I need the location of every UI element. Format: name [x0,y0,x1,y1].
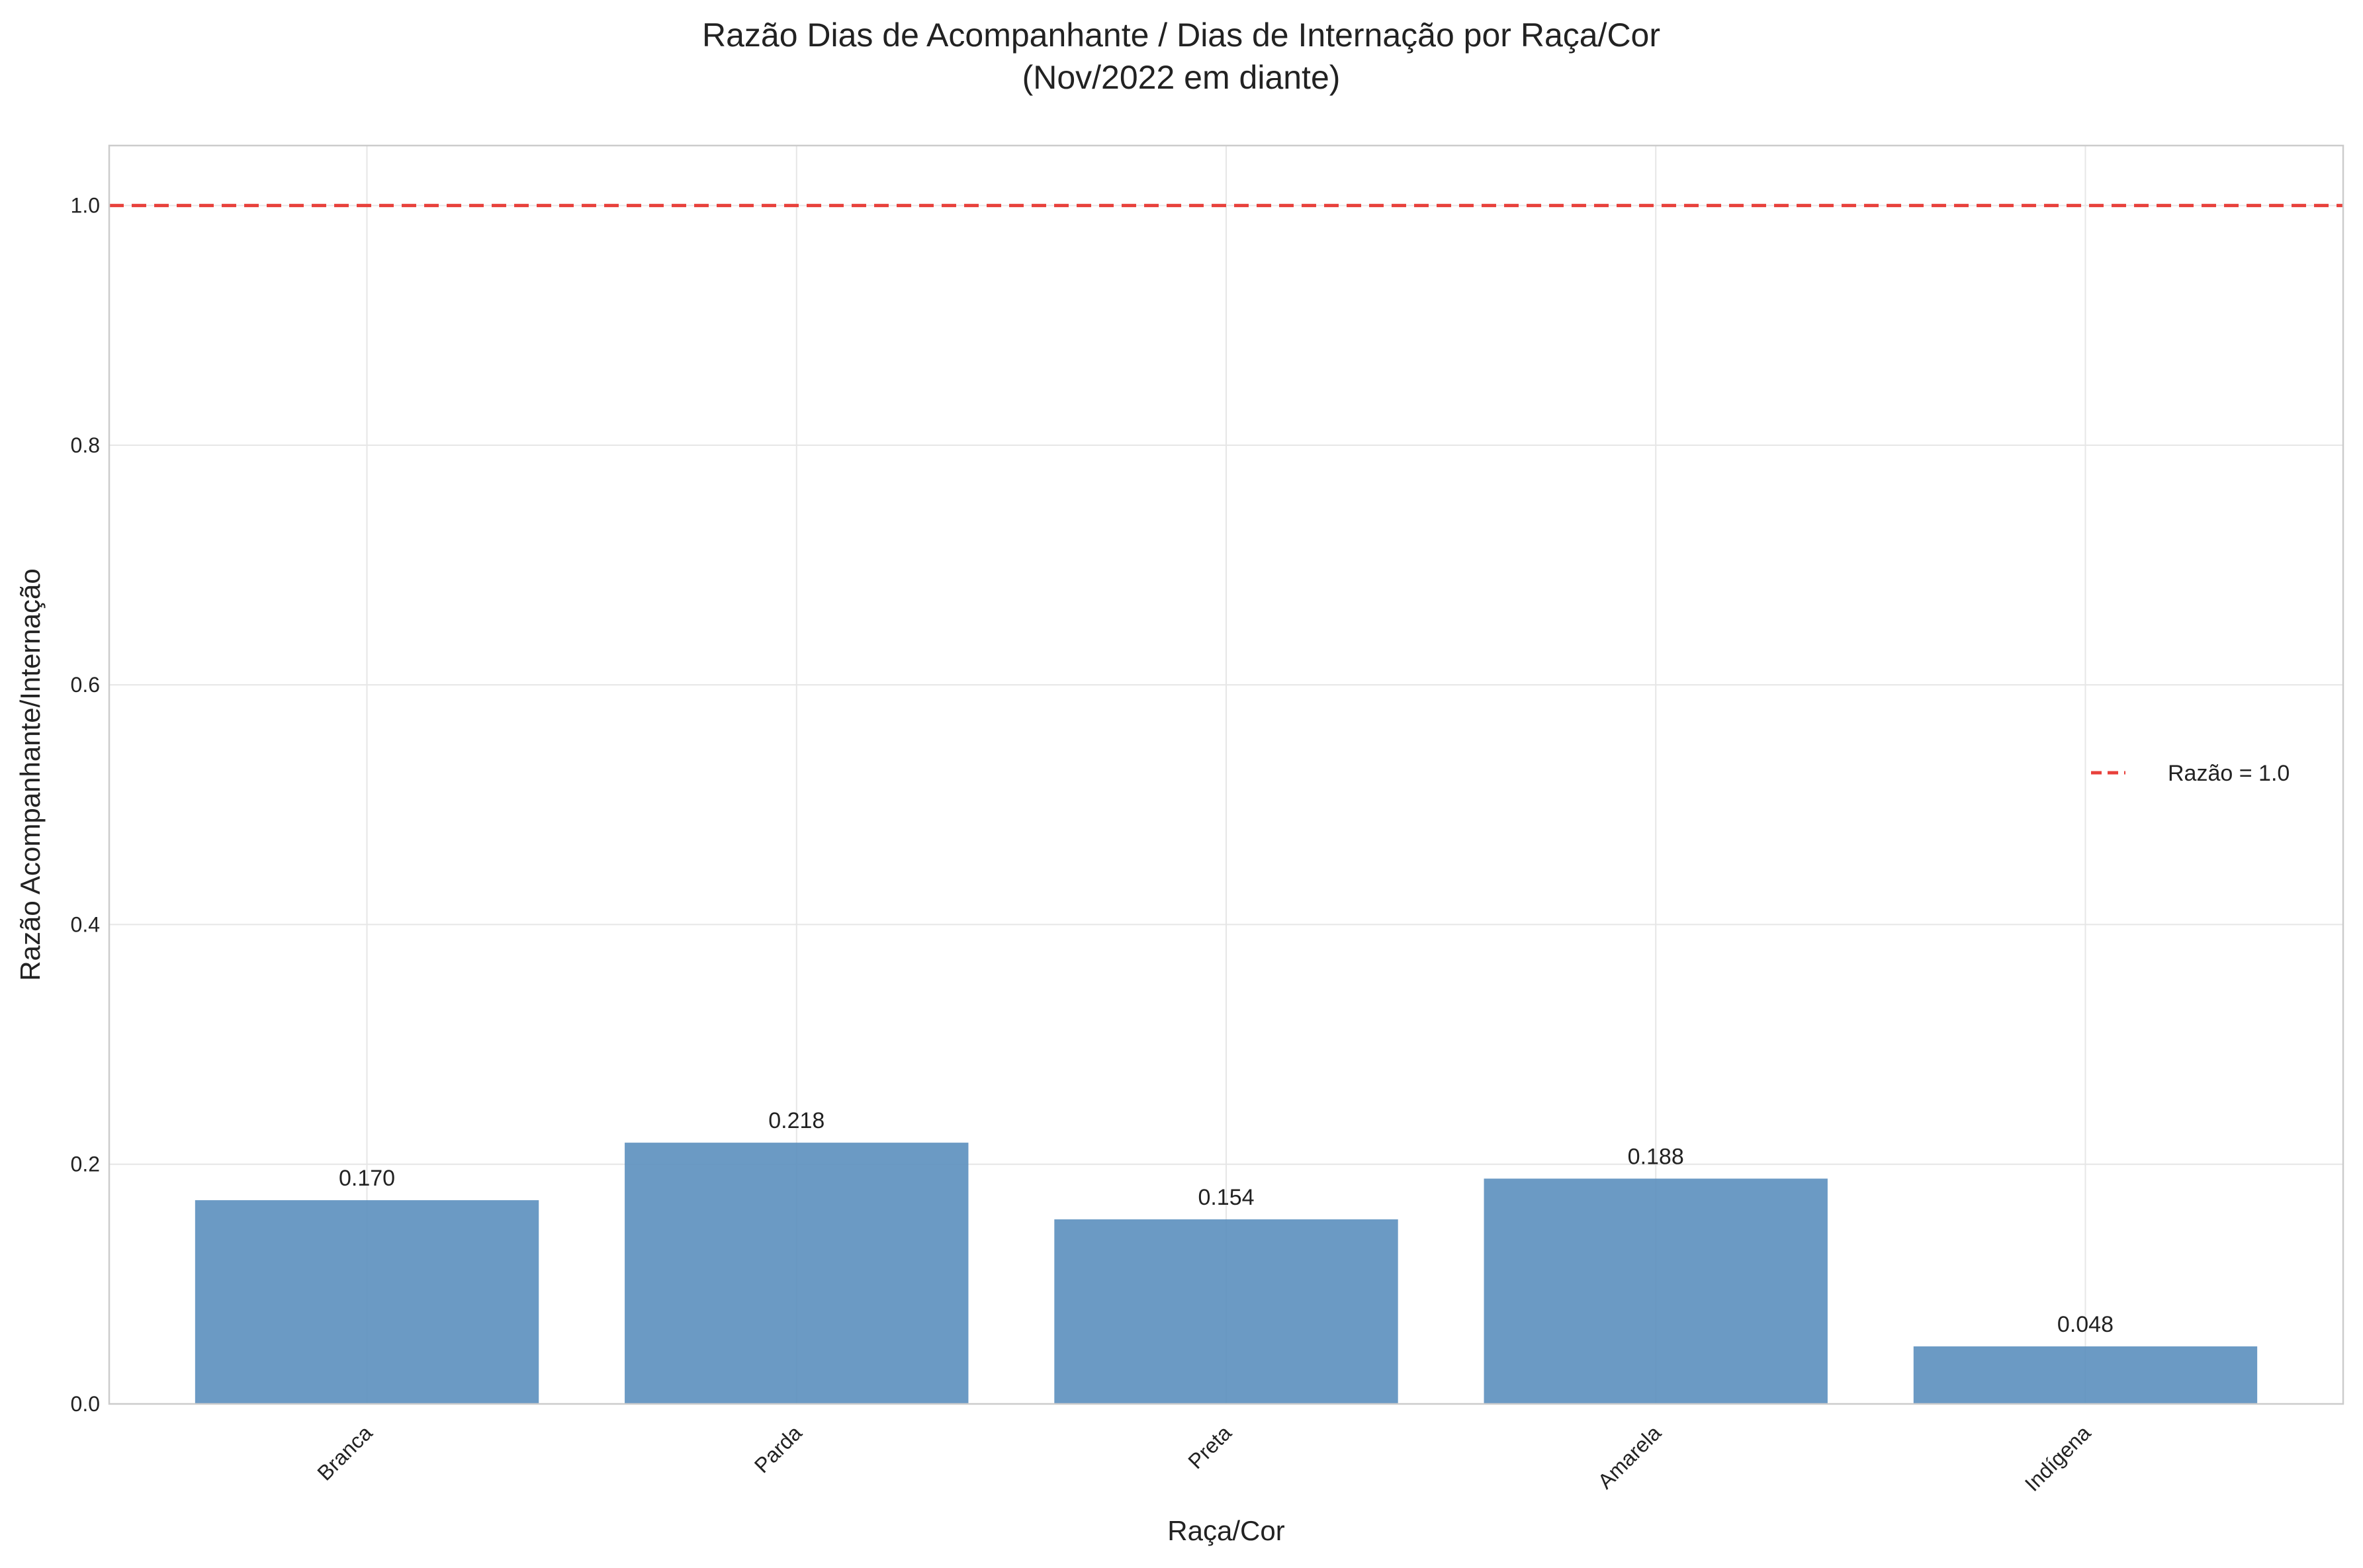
legend-label: Razão = 1.0 [2168,761,2290,786]
x-axis-title: Raça/Cor [1167,1515,1284,1546]
bar-value-label: 0.154 [1198,1185,1254,1210]
y-tick-label: 0.6 [71,673,100,697]
data-labels: 0.170 0.218 0.154 0.188 0.048 [339,1108,2114,1337]
bar [195,1200,539,1404]
bar-value-label: 0.170 [339,1166,395,1191]
y-tick-label: 0.8 [71,433,100,457]
bar-value-label: 0.188 [1628,1144,1684,1169]
y-tick-label: 1.0 [71,194,100,218]
plot-frame [108,144,2344,1405]
bar [1913,1346,2258,1404]
y-tick-label: 0.2 [71,1153,100,1176]
legend: Razão = 1.0 [2091,761,2290,786]
bar [1054,1219,1398,1404]
bar [625,1143,969,1404]
bar [1484,1178,1828,1404]
chart-title: Razão Dias de Acompanhante / Dias de Int… [702,17,1660,54]
y-tick-label: 0.4 [71,912,100,936]
bar-value-label: 0.218 [768,1108,825,1133]
bar-value-label: 0.048 [2057,1312,2114,1337]
chart-subtitle: (Nov/2022 em diante) [1022,59,1341,96]
y-tick-label: 0.0 [71,1392,100,1416]
y-axis-title: Razão Acompanhante/Internação [15,568,46,980]
bars [195,1143,2258,1404]
